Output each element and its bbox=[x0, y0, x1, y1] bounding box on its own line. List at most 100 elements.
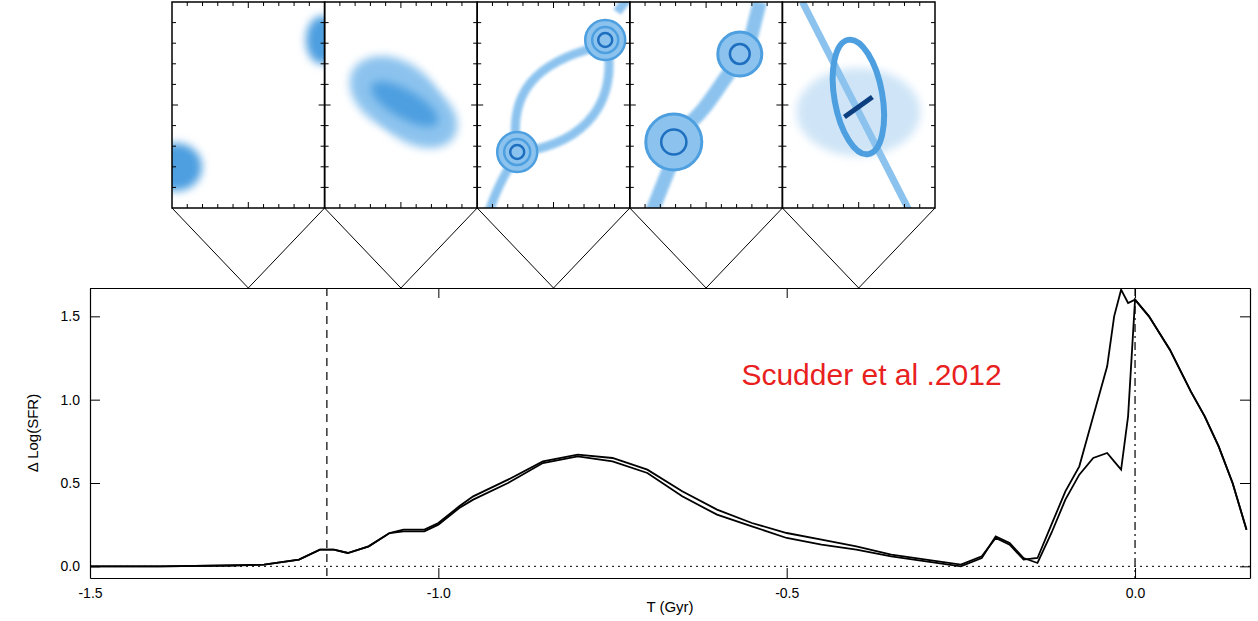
panel-tick bbox=[416, 204, 417, 208]
series-line bbox=[90, 300, 1247, 567]
tick: 0.0 bbox=[1126, 568, 1146, 601]
panel-tick bbox=[630, 22, 634, 23]
panel-tick bbox=[797, 2, 798, 6]
panel-tick bbox=[776, 105, 782, 106]
panel-tick bbox=[931, 43, 935, 44]
tick-label: 0.0 bbox=[61, 558, 81, 574]
tick: 0.5 bbox=[61, 475, 100, 491]
panel-tick bbox=[507, 204, 508, 208]
panel-tick bbox=[782, 84, 786, 85]
panel-tick bbox=[931, 63, 935, 64]
panel-tick bbox=[782, 146, 786, 147]
panel-tick bbox=[385, 2, 386, 6]
panel-tick bbox=[172, 166, 176, 167]
panel-tick bbox=[461, 204, 462, 208]
panel-tick bbox=[614, 2, 615, 6]
panel-frame bbox=[477, 2, 630, 208]
panel-tick bbox=[828, 204, 829, 208]
core bbox=[844, 97, 872, 117]
panel-tick bbox=[172, 63, 176, 64]
panel-tick bbox=[461, 2, 462, 6]
galaxy-core bbox=[365, 73, 445, 135]
snapshot-panel bbox=[325, 2, 478, 208]
panel-tick bbox=[919, 2, 920, 6]
panel-tick bbox=[248, 2, 249, 8]
panel-tick bbox=[630, 125, 634, 126]
panel-tick bbox=[843, 204, 844, 208]
panel-tick bbox=[873, 2, 874, 6]
panel-tick bbox=[325, 187, 329, 188]
galaxy bbox=[172, 143, 202, 191]
figure: -1.5-1.0-0.50.00.00.51.01.5Scudder et al… bbox=[0, 0, 1258, 621]
snapshot-image bbox=[646, 2, 762, 208]
axis-line bbox=[90, 289, 91, 579]
panel-tick bbox=[522, 2, 523, 6]
tick: 1.0 bbox=[61, 392, 100, 408]
panel-tick bbox=[929, 105, 935, 106]
panel-tick bbox=[309, 2, 310, 6]
tick-label: 0.0 bbox=[1126, 585, 1146, 601]
galaxy bbox=[718, 32, 762, 76]
snapshot-image bbox=[487, 2, 630, 208]
plot-area bbox=[90, 288, 1250, 578]
panel-tick bbox=[538, 204, 539, 208]
tick-label: 1.0 bbox=[61, 392, 81, 408]
panel-tick bbox=[889, 204, 890, 208]
panel-tick bbox=[538, 2, 539, 6]
axis-line bbox=[1250, 289, 1251, 579]
reference-line bbox=[90, 566, 1250, 567]
galaxy bbox=[646, 114, 702, 170]
panel-tick bbox=[584, 2, 585, 6]
snapshot-image bbox=[796, 2, 920, 208]
x-axis-top bbox=[91, 288, 1251, 298]
panel-tick bbox=[828, 2, 829, 6]
panel-tick bbox=[370, 204, 371, 208]
tick-label: 0.5 bbox=[61, 475, 81, 491]
connector bbox=[325, 208, 478, 288]
panel-tick bbox=[339, 204, 340, 208]
panel-tick bbox=[843, 2, 844, 6]
tick: -0.5 bbox=[775, 568, 799, 601]
snapshot-image bbox=[336, 41, 470, 162]
y-axis: 0.0 0.5 1.0 1.5 bbox=[61, 289, 100, 579]
panel-tick bbox=[919, 204, 920, 208]
panel-tick bbox=[931, 22, 935, 23]
panel-tick bbox=[263, 2, 264, 6]
panel-tick bbox=[385, 204, 386, 208]
panel-tick bbox=[767, 2, 768, 6]
panel-tick bbox=[172, 43, 176, 44]
tick bbox=[1240, 483, 1250, 484]
panel-tick bbox=[446, 204, 447, 208]
spiral-arm bbox=[585, 20, 625, 60]
panel-tick bbox=[812, 204, 813, 208]
spiral-arm bbox=[592, 27, 618, 53]
snapshot-panel bbox=[477, 0, 642, 217]
panel-frame bbox=[172, 2, 325, 208]
panel-tick bbox=[675, 2, 676, 6]
panel-tick bbox=[751, 204, 752, 208]
panel-tick bbox=[599, 2, 600, 6]
panel-tick bbox=[931, 146, 935, 147]
tick-mark bbox=[438, 568, 439, 578]
y-axis-title: Δ Log(SFR) bbox=[24, 394, 41, 472]
panel-tick bbox=[660, 204, 661, 208]
tick-mark bbox=[438, 288, 439, 298]
tick bbox=[1240, 400, 1250, 401]
panel-tick bbox=[325, 146, 329, 147]
panel-tick bbox=[706, 2, 707, 8]
panel-tick bbox=[858, 202, 859, 208]
panel-tick bbox=[812, 2, 813, 6]
panel-tick bbox=[477, 63, 481, 64]
panel-tick bbox=[217, 204, 218, 208]
panel-tick bbox=[782, 125, 786, 126]
panel-tick bbox=[233, 204, 234, 208]
series-line bbox=[90, 290, 1247, 567]
tick-mark bbox=[1240, 483, 1250, 484]
tick-label: 1.5 bbox=[61, 308, 81, 324]
panel-tick bbox=[233, 2, 234, 6]
panel-tick bbox=[278, 2, 279, 6]
plot-background bbox=[90, 288, 1250, 578]
panel-tick bbox=[477, 146, 481, 147]
panel-tick bbox=[416, 2, 417, 6]
panel-tick bbox=[325, 166, 329, 167]
